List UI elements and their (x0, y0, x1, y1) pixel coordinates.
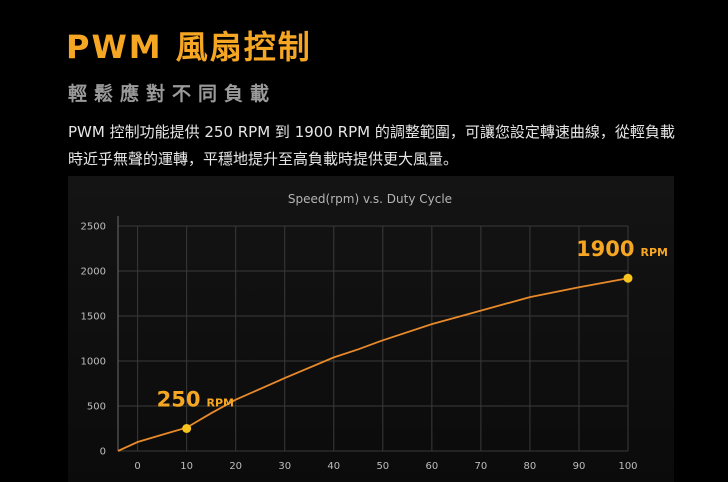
x-tick-label: 20 (229, 461, 242, 472)
x-tick-label: 90 (573, 461, 586, 472)
x-tick-label: 60 (425, 461, 438, 472)
chart-title: Speed(rpm) v.s. Duty Cycle (288, 192, 452, 206)
chart-grid (117, 216, 629, 452)
x-tick-label: 100 (618, 461, 637, 472)
x-tick-label: 10 (180, 461, 193, 472)
chart-tick-labels: 0 500 1000 1500 2000 2500 0 10 20 30 40 50 60 70 80 90 1… (81, 222, 638, 473)
y-tick-label: 0 (100, 447, 106, 458)
x-tick-label: 0 (134, 461, 140, 472)
highlight-value: 1900 (576, 237, 634, 261)
highlight-point (623, 273, 633, 283)
x-tick-label: 50 (376, 461, 389, 472)
x-tick-label: 30 (278, 461, 291, 472)
y-tick-label: 2500 (81, 222, 106, 233)
chart-highlights: 250 RPM 1900 RPM (157, 237, 668, 433)
highlight-unit: RPM (641, 246, 668, 259)
x-tick-label: 80 (524, 461, 537, 472)
description-text: PWM 控制功能提供 250 RPM 到 1900 RPM 的調整範圍，可讓您設… (68, 123, 675, 168)
highlight-value: 250 (157, 388, 201, 412)
y-tick-label: 2000 (81, 267, 106, 278)
series-line (117, 277, 629, 452)
y-tick-label: 1000 (81, 357, 106, 368)
y-tick-label: 1500 (81, 312, 106, 323)
highlight-point (182, 424, 192, 433)
highlight-unit: RPM (206, 397, 233, 410)
x-tick-label: 40 (327, 461, 340, 472)
highlight-label: 250 RPM (157, 388, 234, 412)
speed-duty-chart: Speed(rpm) v.s. Duty Cycle 0500100015002… (81, 192, 668, 473)
chart-panel: Speed(rpm) v.s. Duty Cycle 0 500 1000 1500 2… (68, 176, 674, 482)
page-subtitle: 輕鬆應對不同負載 (68, 83, 277, 105)
page-title: PWM 風扇控制 (66, 28, 312, 66)
y-tick-label: 500 (87, 402, 106, 413)
highlight-label: 1900 RPM (576, 237, 668, 261)
x-tick-label: 70 (475, 461, 488, 472)
chart-series (117, 277, 629, 452)
